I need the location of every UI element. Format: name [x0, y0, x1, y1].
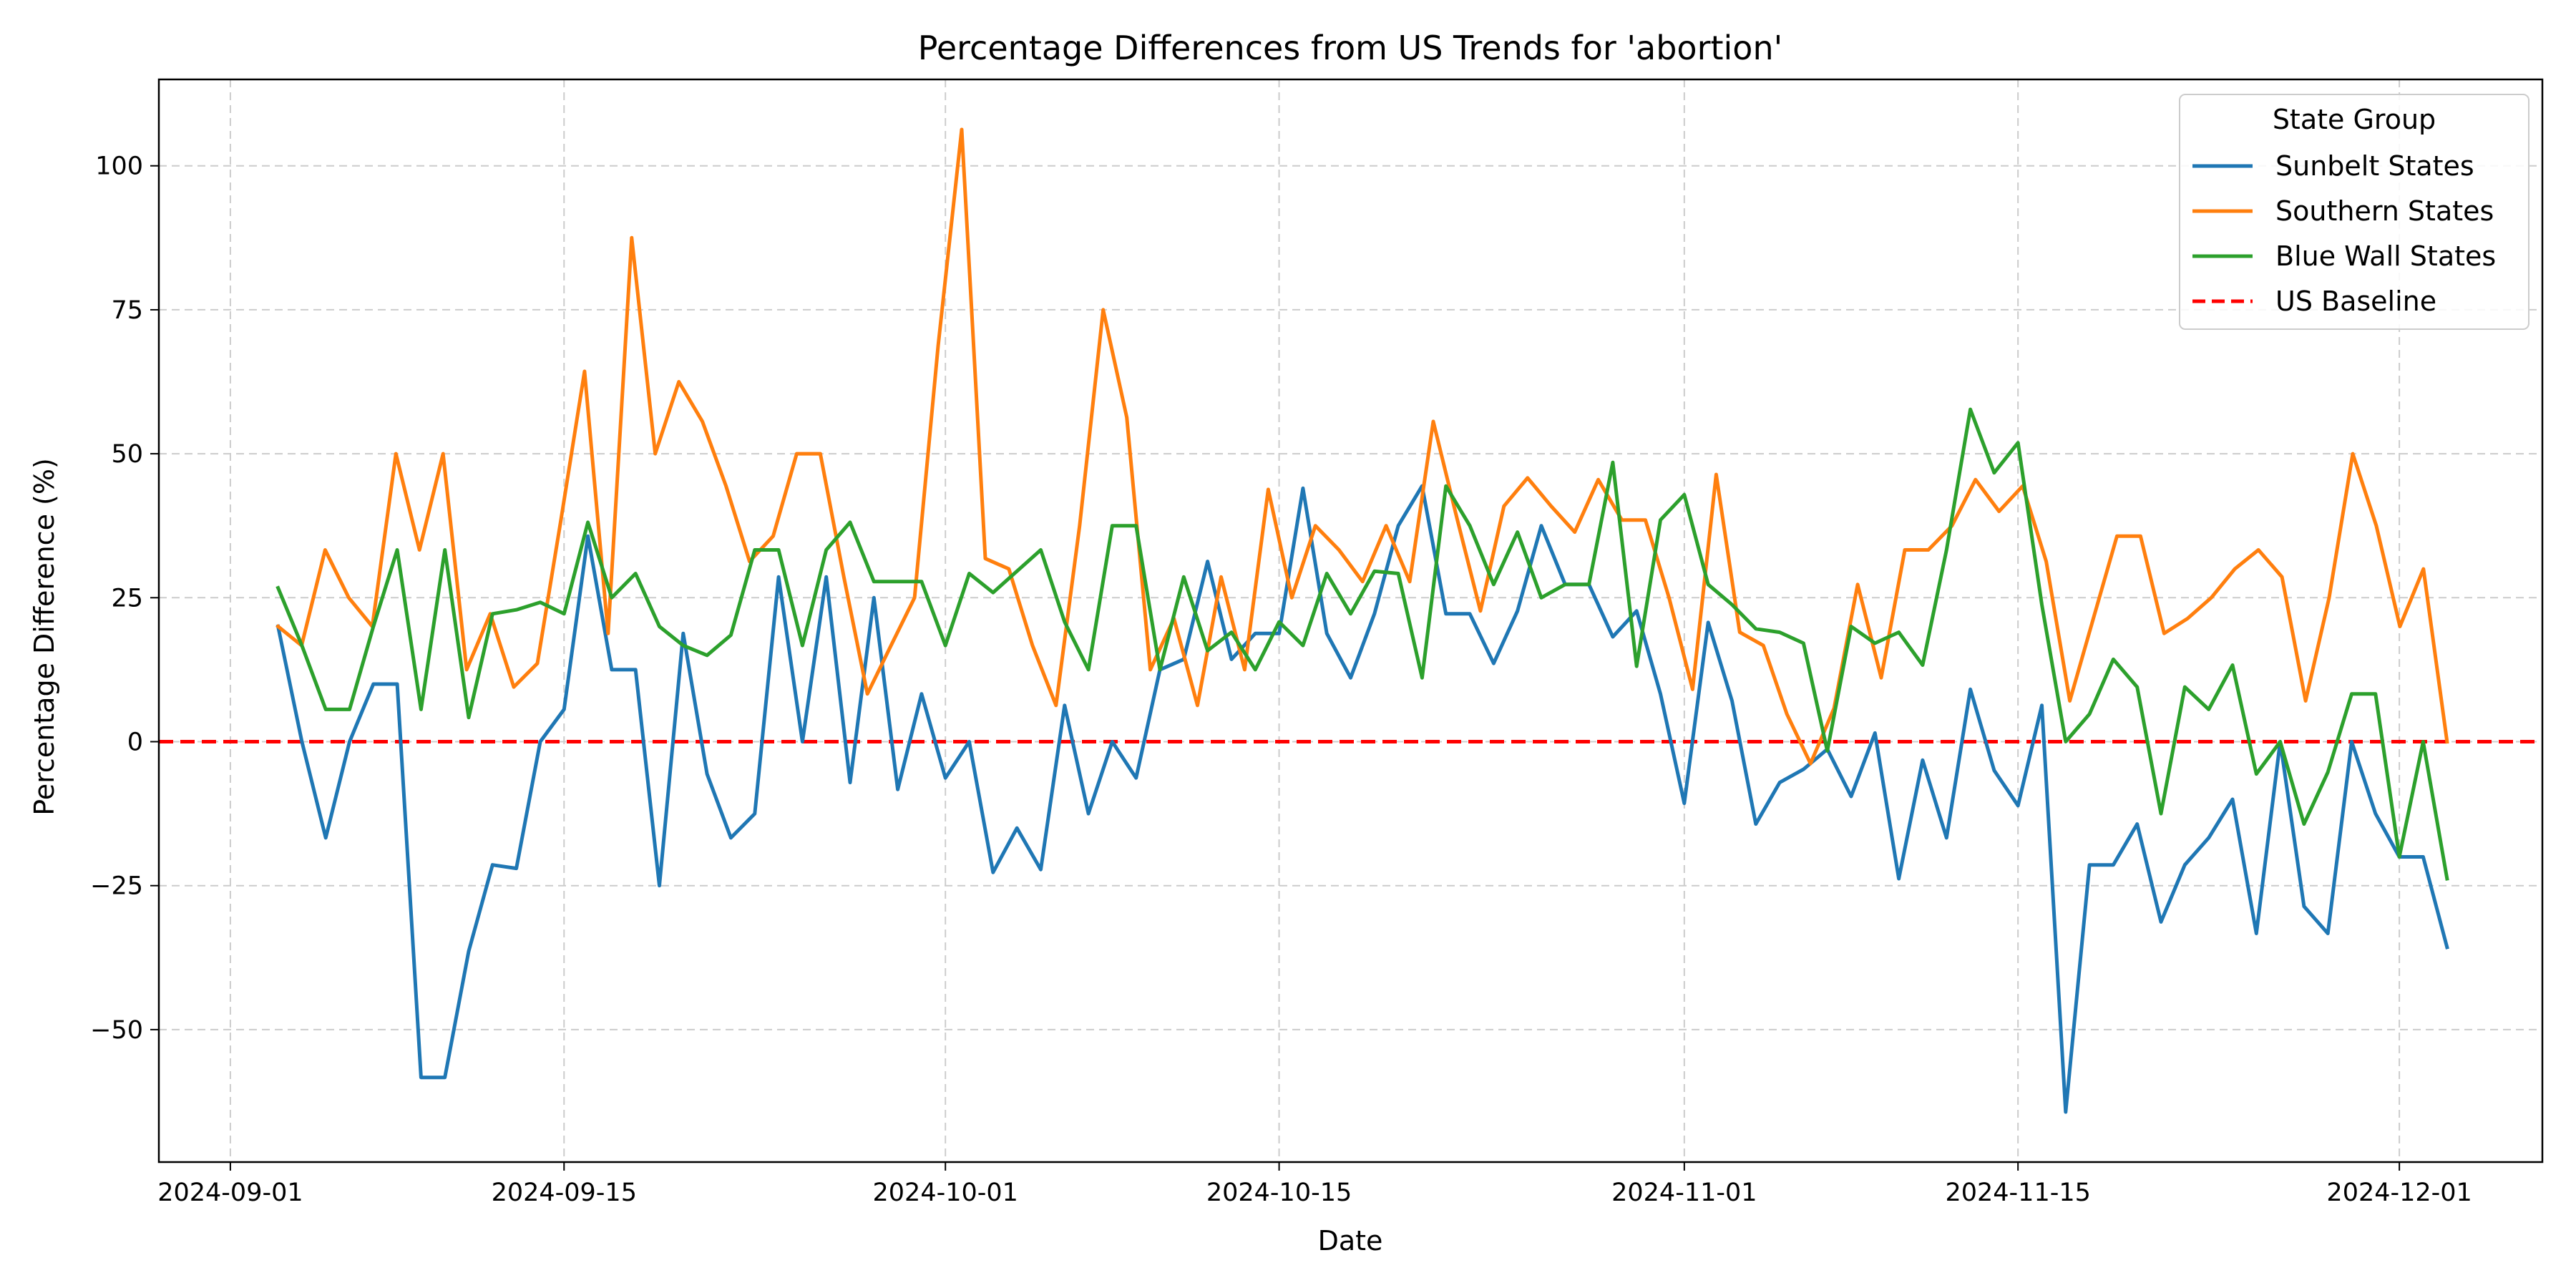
y-axis-label: Percentage Difference (%): [29, 458, 60, 816]
series-lines: [275, 127, 2449, 1114]
legend-label-southern-states: Southern States: [2275, 195, 2494, 227]
y-tick-label: 100: [95, 152, 143, 181]
y-tick-label: −25: [90, 872, 143, 901]
series-line-blue-wall-states: [275, 407, 2449, 881]
series-line-sunbelt-states: [275, 484, 2449, 1114]
legend-label-us-baseline: US Baseline: [2275, 286, 2436, 317]
legend: State Group Sunbelt States Southern State…: [2179, 94, 2529, 330]
y-tick-label: 50: [111, 440, 143, 469]
series-line-southern-states: [275, 127, 2449, 766]
y-tick-label: −50: [90, 1016, 143, 1045]
x-tick-label: 2024-09-15: [492, 1179, 637, 1207]
legend-title: State Group: [2273, 104, 2436, 135]
x-axis-label: Date: [1318, 1225, 1383, 1257]
x-tick-label: 2024-10-15: [1206, 1179, 1352, 1207]
x-tick-label: 2024-12-01: [2326, 1179, 2472, 1207]
legend-label-blue-wall-states: Blue Wall States: [2275, 240, 2496, 272]
legend-entries: Sunbelt States Southern States Blue Wall S…: [2192, 150, 2496, 317]
y-tick-label: 75: [111, 296, 143, 325]
y-tick-label: 25: [111, 584, 143, 613]
chart-title: Percentage Differences from US Trends fo…: [918, 29, 1783, 67]
x-tick-label: 2024-09-01: [157, 1179, 303, 1207]
x-axis-ticks: 2024-09-01 2024-09-15 2024-10-01 2024-10-15…: [157, 1162, 2472, 1207]
y-tick-label: 0: [127, 728, 143, 757]
x-tick-label: 2024-11-01: [1611, 1179, 1757, 1207]
plot-area-frame: [157, 78, 2544, 1163]
legend-box: [2179, 94, 2529, 330]
x-tick-label: 2024-11-15: [1945, 1179, 2090, 1207]
grid-lines: [159, 79, 2542, 1162]
x-tick-label: 2024-10-01: [873, 1179, 1018, 1207]
y-axis-ticks: −50 −25 0 25 50 75 100: [90, 152, 159, 1045]
legend-label-sunbelt-states: Sunbelt States: [2275, 150, 2474, 182]
